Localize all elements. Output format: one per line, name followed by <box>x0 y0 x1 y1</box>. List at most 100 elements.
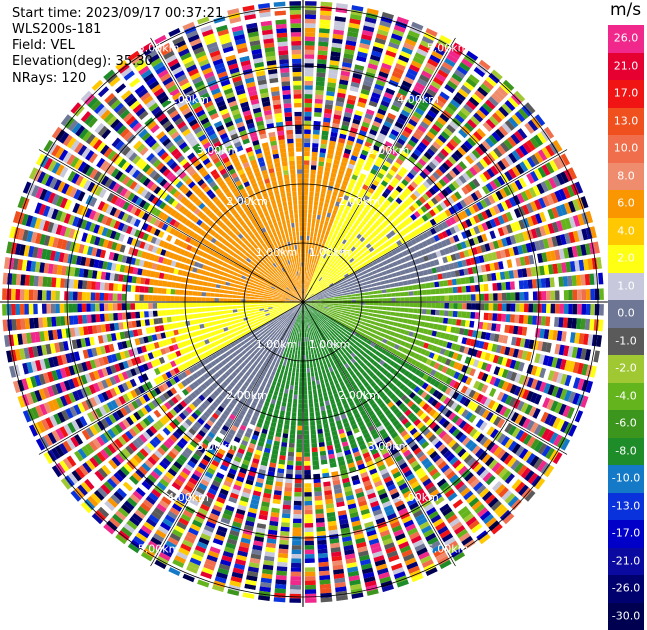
gate <box>326 359 330 364</box>
gate <box>347 300 352 302</box>
gate <box>362 319 367 323</box>
gate <box>304 125 311 130</box>
gate <box>319 28 330 33</box>
gate <box>347 297 352 299</box>
gate <box>397 276 402 281</box>
gate <box>311 443 317 448</box>
gate <box>305 19 316 24</box>
gate <box>369 299 374 302</box>
gate <box>323 117 331 122</box>
gate <box>313 390 317 395</box>
gate <box>281 446 287 451</box>
gate <box>409 303 414 307</box>
gate <box>327 372 331 377</box>
gate <box>354 288 359 291</box>
gate <box>414 297 419 301</box>
gate <box>589 274 594 285</box>
gate <box>381 285 386 289</box>
gate <box>314 197 319 202</box>
gate <box>321 464 328 469</box>
gate <box>275 481 283 486</box>
gate <box>280 451 286 456</box>
gate <box>319 446 325 451</box>
gate <box>285 483 292 488</box>
gate <box>308 209 312 214</box>
gate <box>284 496 292 501</box>
gate <box>300 360 302 364</box>
gate <box>475 303 480 310</box>
gate <box>304 94 312 99</box>
gate <box>307 364 310 369</box>
gate <box>351 297 356 299</box>
gate <box>318 393 322 398</box>
gate <box>329 297 334 299</box>
gate <box>445 295 450 301</box>
gate <box>440 288 445 294</box>
gate <box>299 342 301 347</box>
gate <box>511 292 516 300</box>
gate <box>293 510 301 515</box>
gate <box>469 276 474 283</box>
gate <box>377 314 382 318</box>
gate <box>443 318 448 324</box>
gate <box>465 277 470 284</box>
gate <box>380 319 385 323</box>
gate <box>324 235 328 240</box>
gate <box>315 407 320 412</box>
gate <box>305 59 314 64</box>
gate <box>298 399 302 404</box>
gate <box>300 368 303 373</box>
gate <box>520 304 525 313</box>
gate <box>582 304 587 315</box>
gate <box>391 307 396 311</box>
gate <box>319 37 329 42</box>
gate <box>346 309 351 312</box>
gate <box>431 296 436 301</box>
gate <box>314 487 322 492</box>
gate <box>365 296 370 299</box>
gate <box>365 299 370 302</box>
gate <box>321 216 325 221</box>
gate <box>282 379 286 384</box>
gate <box>275 579 286 584</box>
gate <box>296 448 302 453</box>
gate <box>378 303 383 306</box>
gate <box>304 231 307 236</box>
gate <box>326 405 331 410</box>
gate <box>489 293 494 300</box>
gate <box>308 390 312 395</box>
gate <box>373 326 378 330</box>
gate <box>599 288 604 300</box>
gate <box>313 469 320 474</box>
gate <box>306 355 309 360</box>
gate <box>376 318 381 322</box>
gate <box>316 72 325 77</box>
gate <box>400 303 405 307</box>
gate <box>376 282 381 286</box>
gate <box>278 557 288 562</box>
gate <box>368 288 373 291</box>
gate <box>586 304 591 315</box>
gate <box>319 571 330 576</box>
gate <box>385 284 390 288</box>
gate <box>292 412 297 417</box>
gate <box>304 452 310 457</box>
gate <box>312 447 318 452</box>
gate <box>296 368 299 373</box>
gate <box>301 351 303 356</box>
gate <box>316 77 325 82</box>
gate <box>355 290 360 293</box>
gate <box>276 571 287 576</box>
gate <box>304 218 307 223</box>
gate <box>373 310 378 313</box>
gate <box>431 310 436 315</box>
gate <box>567 318 572 329</box>
gate <box>404 308 409 312</box>
gate <box>304 395 308 400</box>
gate <box>304 461 310 466</box>
gate <box>304 209 308 214</box>
gate <box>281 518 290 523</box>
gate <box>462 286 467 293</box>
gate <box>294 395 298 400</box>
gate <box>297 421 302 426</box>
